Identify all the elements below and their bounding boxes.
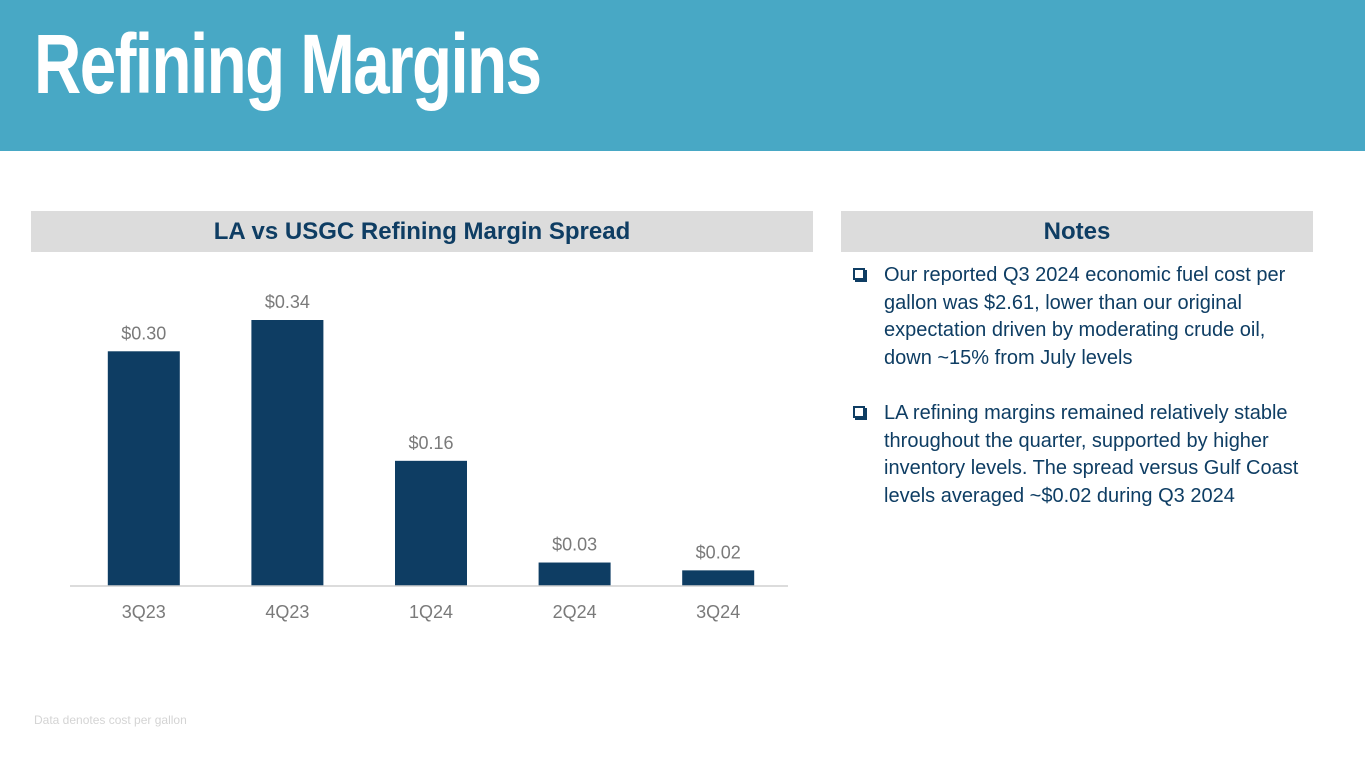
checkbox-bullet-icon — [853, 268, 865, 280]
note-text: Our reported Q3 2024 economic fuel cost … — [884, 264, 1286, 369]
note-item: LA refining margins remained relatively … — [853, 400, 1315, 510]
chart-panel-heading: LA vs USGC Refining Margin Spread — [31, 211, 813, 252]
checkbox-bullet-icon — [853, 406, 865, 418]
data-label-3Q23: $0.30 — [121, 323, 166, 343]
tick-label-1Q24: 1Q24 — [409, 602, 453, 622]
bar-2Q24 — [538, 562, 611, 586]
tick-label-3Q23: 3Q23 — [122, 602, 166, 622]
tick-label-2Q24: 2Q24 — [553, 602, 597, 622]
tick-label-3Q24: 3Q24 — [696, 602, 740, 622]
data-label-1Q24: $0.16 — [408, 433, 453, 453]
bar-4Q23 — [251, 320, 324, 586]
labels-layer: $0.30 3Q23 $0.34 4Q23 $0.16 1Q24 $0.03 2Q24 $0.0… — [121, 292, 740, 622]
page-title: Refining Margins — [34, 17, 542, 111]
data-label-3Q24: $0.02 — [696, 542, 741, 562]
bar-3Q23 — [107, 351, 180, 586]
data-label-2Q24: $0.03 — [552, 535, 597, 555]
note-item: Our reported Q3 2024 economic fuel cost … — [853, 262, 1315, 372]
notes-list: Our reported Q3 2024 economic fuel cost … — [853, 262, 1315, 538]
footnote: Data denotes cost per gallon — [34, 713, 187, 727]
note-text: LA refining margins remained relatively … — [884, 402, 1299, 507]
bar-chart: $0.30 3Q23 $0.34 4Q23 $0.16 1Q24 $0.03 2Q24 $0.0… — [70, 292, 788, 622]
bar-1Q24 — [395, 460, 467, 586]
notes-panel-heading: Notes — [841, 211, 1313, 252]
header-band: Refining Margins — [0, 0, 1365, 151]
tick-label-4Q23: 4Q23 — [265, 602, 309, 622]
bar-3Q24 — [682, 570, 755, 586]
data-label-4Q23: $0.34 — [265, 292, 310, 312]
bars-layer — [107, 320, 755, 586]
